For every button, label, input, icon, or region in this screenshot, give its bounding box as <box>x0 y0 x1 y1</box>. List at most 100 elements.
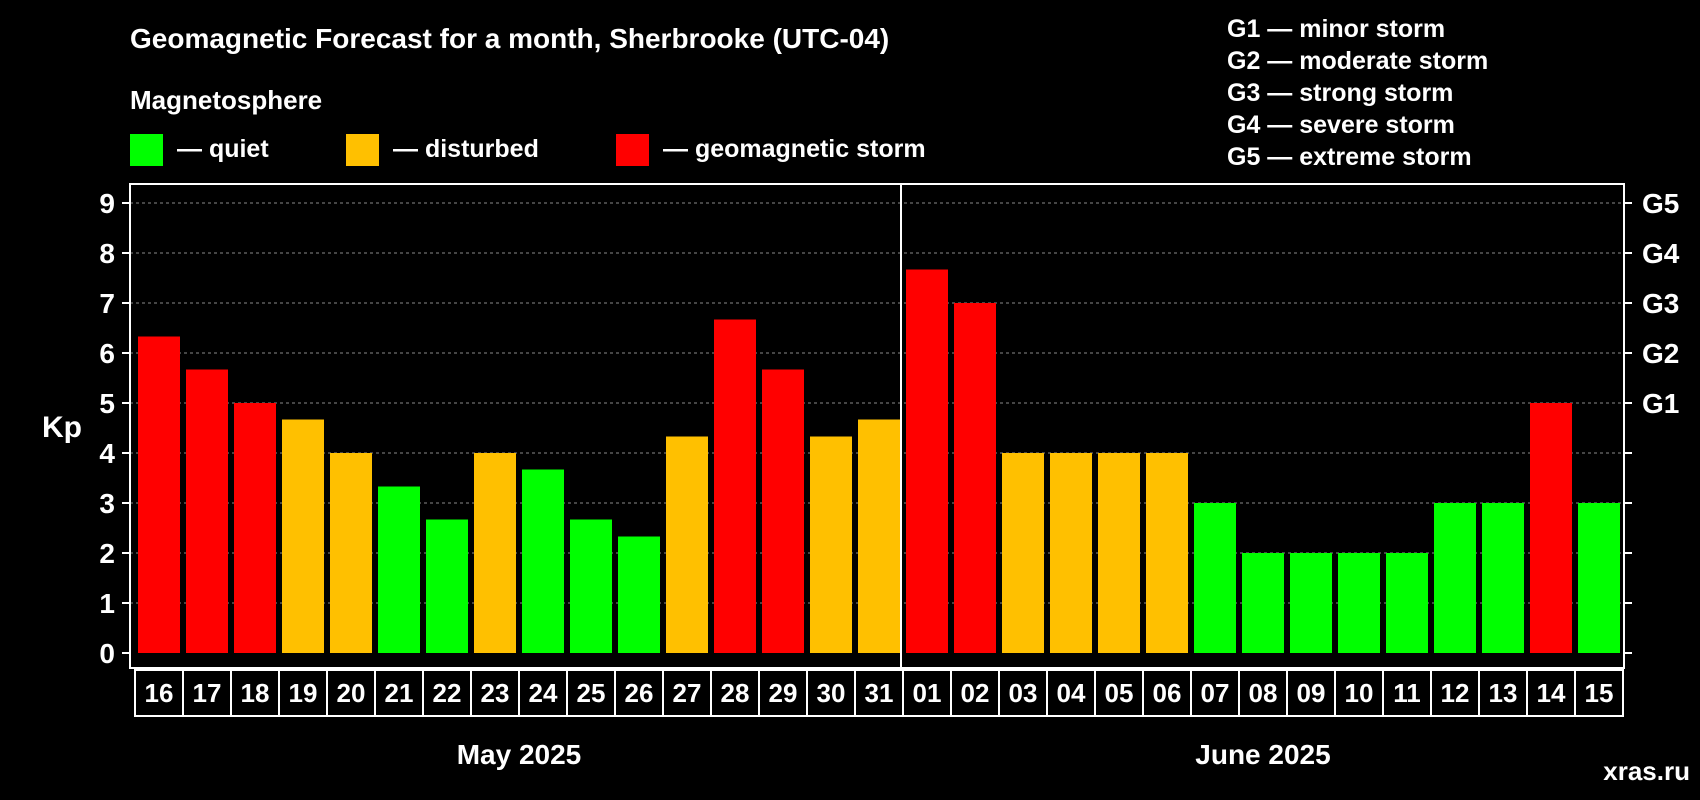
month-label: June 2025 <box>1195 739 1330 770</box>
bar-04 <box>1050 453 1092 653</box>
x-tick-label: 31 <box>865 678 894 708</box>
bar-13 <box>1482 503 1524 653</box>
right-axis-label-g2: G2 <box>1642 338 1679 369</box>
bar-26 <box>618 536 660 653</box>
legend-swatch-disturbed <box>346 134 379 166</box>
legend-label-disturbed: — disturbed <box>393 135 539 163</box>
bar-12 <box>1434 503 1476 653</box>
x-tick-label: 05 <box>1105 678 1134 708</box>
x-tick-label: 14 <box>1537 678 1566 708</box>
bar-10 <box>1338 553 1380 653</box>
legend: — quiet — disturbed — geomagnetic storm <box>130 134 926 166</box>
bar-24 <box>522 469 564 653</box>
bar-03 <box>1002 453 1044 653</box>
x-tick-label: 12 <box>1441 678 1470 708</box>
bar-14 <box>1530 403 1572 653</box>
x-tick-label: 07 <box>1201 678 1230 708</box>
bar-23 <box>474 453 516 653</box>
storm-scale-legend: G1 — minor storm G2 — moderate storm G3 … <box>1227 15 1488 171</box>
x-tick-label: 28 <box>721 678 750 708</box>
x-tick-label: 26 <box>625 678 654 708</box>
bar-01 <box>906 269 948 653</box>
x-tick-label: 16 <box>145 678 174 708</box>
x-tick-label: 15 <box>1585 678 1614 708</box>
y-tick-label: 9 <box>99 188 115 219</box>
bar-02 <box>954 303 996 653</box>
right-axis-label-g3: G3 <box>1642 288 1679 319</box>
bar-18 <box>234 403 276 653</box>
bar-29 <box>762 369 804 653</box>
y-axis-label: Kp <box>42 411 82 444</box>
month-labels: May 2025 June 2025 <box>457 739 1331 770</box>
y-tick-label: 3 <box>99 488 115 519</box>
x-tick-label: 19 <box>289 678 318 708</box>
bar-31 <box>858 419 900 653</box>
bar-21 <box>378 486 420 653</box>
x-tick-label: 04 <box>1057 678 1086 708</box>
storm-scale-g2: G2 — moderate storm <box>1227 47 1488 75</box>
legend-title: Magnetosphere <box>130 85 322 115</box>
legend-label-quiet: — quiet <box>177 135 269 163</box>
storm-scale-g5: G5 — extreme storm <box>1227 143 1472 171</box>
x-label-strip <box>134 669 1624 717</box>
right-axis-labels: G1 G2 G3 G4 G5 <box>1642 188 1680 419</box>
x-tick-label: 06 <box>1153 678 1182 708</box>
month-label: May 2025 <box>457 739 582 770</box>
y-tick-label: 1 <box>99 588 115 619</box>
right-axis-label-g4: G4 <box>1642 238 1680 269</box>
bar-25 <box>570 519 612 653</box>
bar-16 <box>138 336 180 653</box>
x-tick-label: 23 <box>481 678 510 708</box>
x-tick-label: 20 <box>337 678 366 708</box>
x-tick-label: 24 <box>529 678 558 708</box>
y-tick-label: 4 <box>99 438 115 469</box>
x-tick-label: 10 <box>1345 678 1374 708</box>
y-axis-ticks: 0 1 2 3 4 5 6 7 8 9 <box>99 188 1632 669</box>
storm-scale-g1: G1 — minor storm <box>1227 15 1445 43</box>
y-tick-label: 2 <box>99 538 115 569</box>
x-tick-label: 18 <box>241 678 270 708</box>
legend-swatch-storm <box>616 134 649 166</box>
storm-scale-g4: G4 — severe storm <box>1227 111 1455 139</box>
bar-09 <box>1290 553 1332 653</box>
bar-11 <box>1386 553 1428 653</box>
bar-05 <box>1098 453 1140 653</box>
x-axis-labels: 16 17 18 19 20 21 22 23 24 25 26 27 28 29 30 31 01 02 03 04… <box>134 669 1624 717</box>
x-tick-label: 09 <box>1297 678 1326 708</box>
y-tick-label: 0 <box>99 638 115 669</box>
x-tick-label: 30 <box>817 678 846 708</box>
legend-label-storm: — geomagnetic storm <box>663 135 926 163</box>
bar-27 <box>666 436 708 653</box>
bar-19 <box>282 419 324 653</box>
bar-15 <box>1578 503 1620 653</box>
bar-08 <box>1242 553 1284 653</box>
x-tick-label: 29 <box>769 678 798 708</box>
y-tick-label: 5 <box>99 388 115 419</box>
bar-17 <box>186 369 228 653</box>
bar-20 <box>330 453 372 653</box>
y-tick-label: 7 <box>99 288 115 319</box>
x-tick-label: 03 <box>1009 678 1038 708</box>
x-tick-label: 27 <box>673 678 702 708</box>
chart-title: Geomagnetic Forecast for a month, Sherbr… <box>130 23 889 54</box>
x-tick-label: 13 <box>1489 678 1518 708</box>
bars <box>138 269 1620 653</box>
x-tick-label: 17 <box>193 678 222 708</box>
bar-07 <box>1194 503 1236 653</box>
right-axis-label-g5: G5 <box>1642 188 1679 219</box>
y-tick-label: 6 <box>99 338 115 369</box>
bar-28 <box>714 319 756 653</box>
x-tick-label: 21 <box>385 678 414 708</box>
y-tick-label: 8 <box>99 238 115 269</box>
right-axis-label-g1: G1 <box>1642 388 1679 419</box>
bar-06 <box>1146 453 1188 653</box>
x-tick-label: 08 <box>1249 678 1278 708</box>
storm-scale-g3: G3 — strong storm <box>1227 79 1453 107</box>
bar-22 <box>426 519 468 653</box>
x-tick-label: 01 <box>913 678 942 708</box>
x-tick-label: 11 <box>1393 678 1421 708</box>
x-tick-label: 25 <box>577 678 606 708</box>
watermark: xras.ru <box>1603 756 1690 786</box>
x-tick-label: 22 <box>433 678 462 708</box>
legend-swatch-quiet <box>130 134 163 166</box>
